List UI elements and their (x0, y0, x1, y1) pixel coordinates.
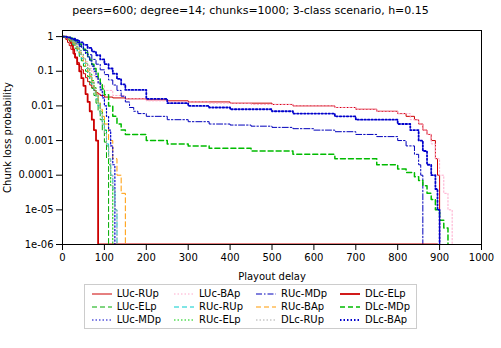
svg-text:100: 100 (95, 252, 114, 263)
svg-text:0.0001: 0.0001 (19, 169, 54, 180)
svg-text:1e-06: 1e-06 (25, 239, 54, 250)
svg-text:900: 900 (430, 252, 449, 263)
svg-text:0.1: 0.1 (38, 65, 54, 76)
svg-text:200: 200 (137, 252, 156, 263)
html-text:LUc-RUp: LUc-RUp (116, 288, 159, 299)
svg-text:500: 500 (262, 252, 281, 263)
svg-text:Playout delay: Playout delay (238, 271, 306, 282)
svg-text:0.001: 0.001 (25, 135, 54, 146)
svg-text:0.01: 0.01 (31, 100, 53, 111)
html-text:RUc-RUp: RUc-RUp (199, 301, 243, 312)
html-text:peers=600; degree=14; chunks=1: peers=600; degree=14; chunks=1000; 3-cla… (72, 4, 429, 17)
svg-text:1: 1 (47, 31, 53, 42)
html-text:LUc-MDp: LUc-MDp (116, 314, 161, 325)
svg-text:400: 400 (221, 252, 240, 263)
svg-text:700: 700 (346, 252, 365, 263)
svg-text:600: 600 (304, 252, 323, 263)
html-text:RUc-MDp: RUc-MDp (281, 288, 328, 299)
html-text:DLc-RUp: DLc-RUp (281, 314, 324, 325)
html-text:LUc-ELp: LUc-ELp (116, 301, 157, 312)
html-text:RUc-BAp: RUc-BAp (281, 301, 325, 312)
html-text:LUc-BAp: LUc-BAp (199, 288, 241, 299)
html-text:DLc-BAp: DLc-BAp (365, 314, 408, 325)
svg-text:0: 0 (59, 252, 65, 263)
svg-text:1000: 1000 (469, 252, 494, 263)
html-text:RUc-ELp: RUc-ELp (199, 314, 241, 325)
svg-text:1e-05: 1e-05 (25, 204, 54, 215)
svg-text:300: 300 (179, 252, 198, 263)
html-text:DLc-ELp: DLc-ELp (365, 288, 406, 299)
svg-text:Chunk loss probability: Chunk loss probability (2, 82, 13, 193)
html-text:DLc-MDp: DLc-MDp (365, 301, 411, 312)
svg-text:800: 800 (388, 252, 407, 263)
